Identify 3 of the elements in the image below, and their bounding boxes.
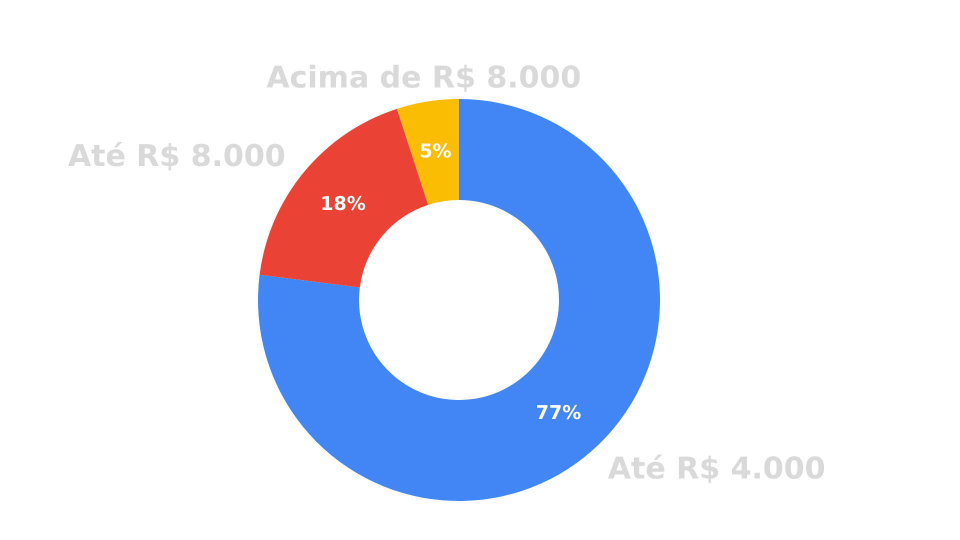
- data-label: 5%: [419, 140, 452, 162]
- data-label: 18%: [320, 193, 366, 216]
- data-label: 77%: [536, 402, 582, 424]
